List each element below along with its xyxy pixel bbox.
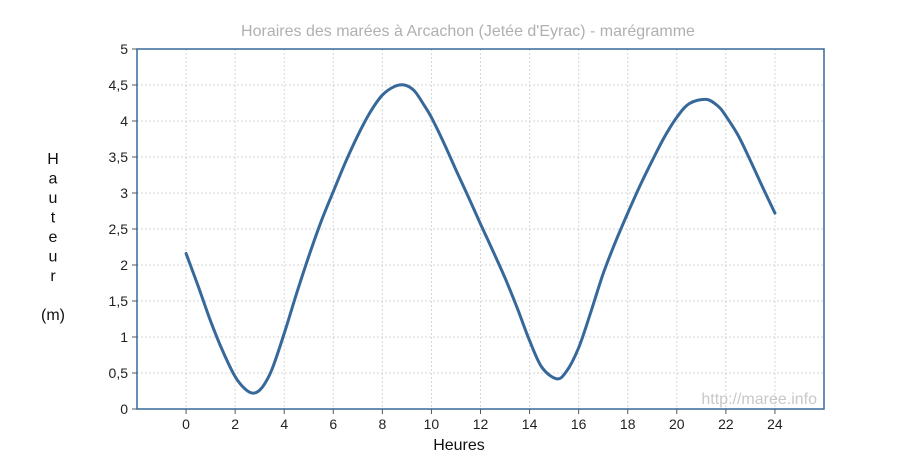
x-axis-ticks: 0 2 4 6 8 10 12 14 16 18 20 22 24 bbox=[182, 409, 783, 432]
x-tick-label: 10 bbox=[424, 416, 440, 432]
y-tick-label: 2 bbox=[120, 257, 128, 273]
x-tick-label: 24 bbox=[767, 416, 783, 432]
y-tick-label: 3,5 bbox=[109, 149, 129, 165]
x-tick-label: 4 bbox=[280, 416, 288, 432]
y-axis-label-letter: a bbox=[49, 171, 58, 188]
y-tick-label: 1 bbox=[120, 329, 128, 345]
y-tick-label: 4 bbox=[120, 113, 128, 129]
y-tick-label: 5 bbox=[120, 41, 128, 57]
y-axis-unit: (m) bbox=[41, 307, 65, 324]
y-axis-label-letter: H bbox=[47, 151, 59, 168]
tide-height-line bbox=[184, 83, 777, 395]
y-axis-label-letter: r bbox=[50, 268, 56, 285]
x-tick-label: 2 bbox=[231, 416, 239, 432]
y-axis-ticks: 0 0,5 1 1,5 2 2,5 3 3,5 4 4,5 5 bbox=[109, 41, 137, 417]
tide-series bbox=[184, 83, 777, 395]
y-tick-label: 2,5 bbox=[109, 221, 129, 237]
watermark: http://maree.info bbox=[701, 391, 817, 408]
y-tick-label: 0,5 bbox=[109, 365, 129, 381]
y-axis-label-letter: t bbox=[51, 210, 56, 227]
y-axis-label-letter: u bbox=[49, 249, 58, 266]
y-axis-label-letter: e bbox=[49, 229, 58, 246]
y-tick-label: 4,5 bbox=[109, 77, 129, 93]
y-tick-label: 1,5 bbox=[109, 293, 129, 309]
x-tick-label: 22 bbox=[718, 416, 734, 432]
x-axis-label: Heures bbox=[433, 437, 485, 454]
x-tick-label: 18 bbox=[620, 416, 636, 432]
x-tick-label: 16 bbox=[571, 416, 587, 432]
chart-title: Horaires des marées à Arcachon (Jetée d'… bbox=[241, 23, 695, 40]
x-tick-label: 14 bbox=[522, 416, 538, 432]
x-tick-label: 8 bbox=[378, 416, 386, 432]
x-tick-label: 20 bbox=[669, 416, 685, 432]
y-tick-label: 0 bbox=[120, 401, 128, 417]
x-tick-label: 0 bbox=[182, 416, 190, 432]
y-axis-label-letter: u bbox=[49, 190, 58, 207]
x-tick-label: 6 bbox=[329, 416, 337, 432]
grid-lines bbox=[137, 48, 824, 410]
y-tick-label: 3 bbox=[120, 185, 128, 201]
x-tick-label: 12 bbox=[473, 416, 489, 432]
